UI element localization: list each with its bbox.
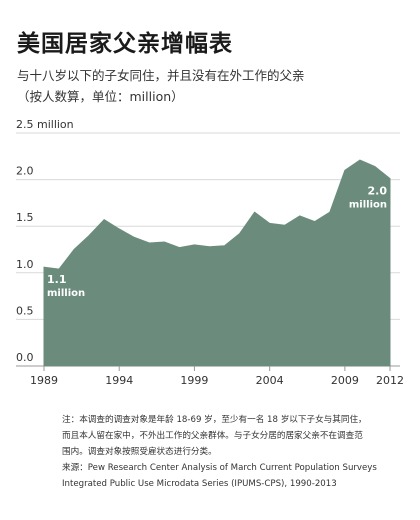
x-tick-label: 2009 (331, 374, 359, 387)
y-tick-label: 1.5 (16, 211, 34, 224)
area-chart: 1.1 million 2.0 million 0.0 0.5 1.0 1.5 2.0 2.5 … (16, 118, 404, 387)
note-line: 而且本人留在家中，不外出工作的父亲群体。与子女分居的居家父亲不在调查范 (62, 431, 363, 441)
note-line: 围内。调查对象按照受雇状态进行分类。 (62, 447, 217, 457)
note-line: 注：本调查的调查对象是年龄 18-69 岁，至少有一名 18 岁以下子女与其同住… (62, 415, 367, 425)
y-axis-ticks: 0.0 0.5 1.0 1.5 2.0 2.5 million (16, 118, 74, 364)
chart-subtitle: 与十八岁以下的子女同住，并且没有在外工作的父亲 (17, 68, 305, 83)
y-tick-label: 2.0 (16, 165, 34, 178)
source-line: Integrated Public Use Microdata Series (… (62, 479, 337, 489)
data-label-value: 2.0 (368, 185, 388, 198)
page-title: 美国居家父亲增幅表 (17, 31, 233, 57)
y-tick-label: 0.5 (16, 304, 34, 317)
y-tick-label: 1.0 (16, 258, 34, 271)
x-tick-label: 1994 (105, 374, 133, 387)
y-tick-label: 2.5 million (16, 118, 74, 131)
x-tick-label: 2004 (256, 374, 284, 387)
area-path (43, 159, 391, 367)
data-labels: 1.1 million 2.0 million (47, 185, 387, 300)
x-axis-ticks: 1989 1994 1999 2004 2009 2012 (30, 366, 404, 387)
chart-unit-note: （按人数算，单位：million） (17, 89, 184, 104)
chart-notes: 注：本调查的调查对象是年龄 18-69 岁，至少有一名 18 岁以下子女与其同住… (62, 412, 412, 492)
data-label-unit: million (349, 200, 387, 211)
source-line: 来源：Pew Research Center Analysis of March… (62, 463, 377, 473)
data-label-value: 1.1 (47, 273, 67, 286)
x-tick-label: 1989 (30, 374, 58, 387)
data-label-unit: million (47, 288, 85, 299)
x-tick-label: 2012 (376, 374, 404, 387)
x-tick-label: 1999 (180, 374, 208, 387)
area-series (43, 159, 391, 367)
y-tick-label: 0.0 (16, 351, 34, 364)
